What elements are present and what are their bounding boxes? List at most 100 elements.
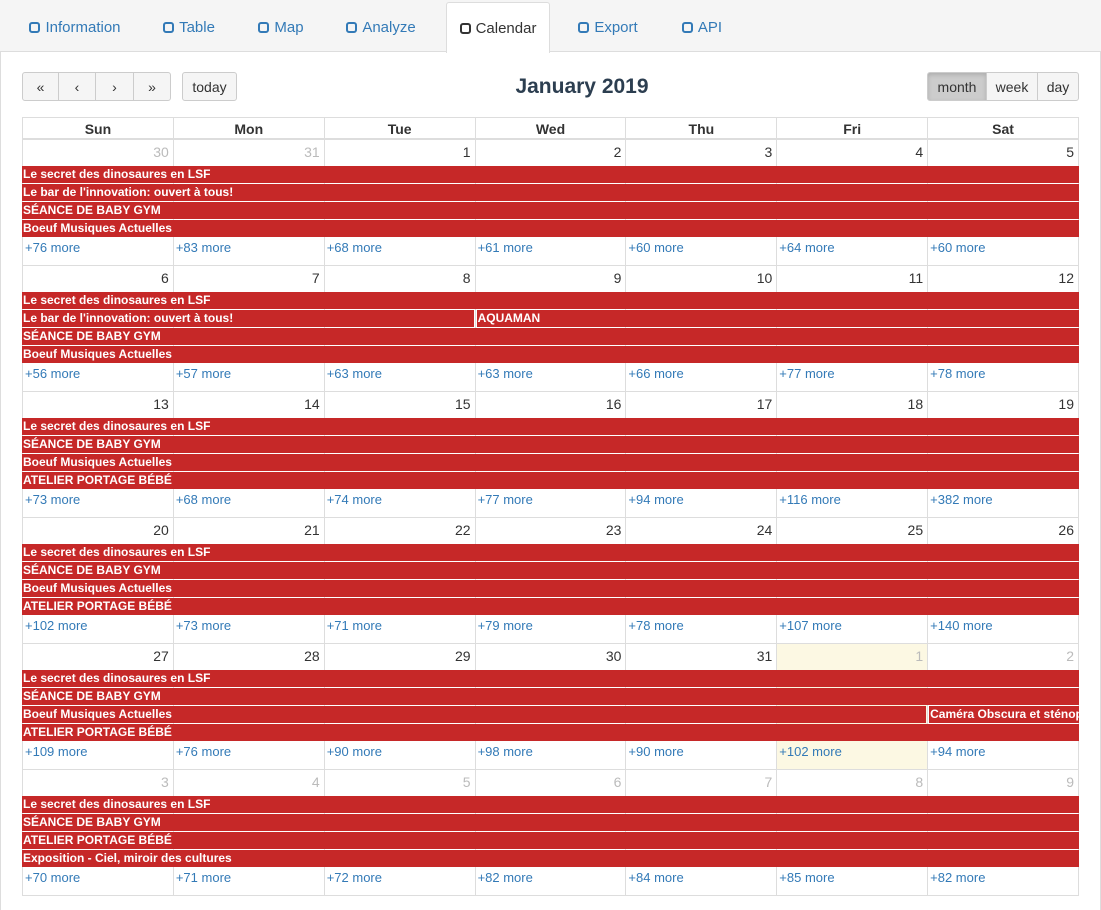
- day-number[interactable]: 9: [1066, 774, 1074, 790]
- event-bar[interactable]: Le secret des dinosaures en LSF: [22, 166, 1079, 183]
- more-link[interactable]: +60 more: [628, 240, 684, 255]
- day-number[interactable]: 20: [153, 522, 169, 538]
- more-link[interactable]: +109 more: [25, 744, 88, 759]
- day-number[interactable]: 30: [605, 648, 622, 664]
- more-link[interactable]: +90 more: [628, 744, 684, 759]
- more-link[interactable]: +78 more: [628, 618, 684, 633]
- event-bar[interactable]: Caméra Obscura et sténop: [929, 706, 1079, 723]
- event-bar[interactable]: Boeuf Musiques Actuelles: [22, 454, 1079, 471]
- event-bar[interactable]: Boeuf Musiques Actuelles: [22, 580, 1079, 597]
- event-bar[interactable]: SÉANCE DE BABY GYM: [22, 562, 1079, 579]
- more-link[interactable]: +82 more: [930, 870, 986, 885]
- event-bar[interactable]: Le bar de l'innovation: ouvert à tous!: [22, 184, 1079, 201]
- more-link[interactable]: +382 more: [930, 492, 993, 507]
- event-bar[interactable]: SÉANCE DE BABY GYM: [22, 814, 1079, 831]
- more-link[interactable]: +76 more: [175, 744, 232, 759]
- more-link[interactable]: +63 more: [326, 366, 382, 381]
- more-link[interactable]: +107 more: [779, 618, 842, 633]
- view-button[interactable]: month: [927, 72, 987, 101]
- more-link[interactable]: +94 more: [628, 492, 684, 507]
- event-bar[interactable]: ATELIER PORTAGE BÉBÉ: [22, 598, 1079, 615]
- more-link[interactable]: +77 more: [477, 492, 533, 507]
- day-number[interactable]: 4: [915, 144, 924, 160]
- event-bar[interactable]: Le bar de l'innovation: ouvert à tous!: [22, 310, 474, 327]
- more-link[interactable]: +61 more: [477, 240, 533, 255]
- day-number[interactable]: 17: [756, 396, 773, 412]
- day-number[interactable]: 15: [454, 396, 471, 412]
- event-bar[interactable]: ATELIER PORTAGE BÉBÉ: [22, 724, 1079, 741]
- day-number[interactable]: 27: [153, 648, 169, 664]
- day-number[interactable]: 31: [756, 648, 773, 664]
- day-number[interactable]: 4: [311, 774, 320, 790]
- day-number[interactable]: 14: [304, 396, 320, 412]
- event-bar[interactable]: Le secret des dinosaures en LSF: [22, 292, 1079, 309]
- more-link[interactable]: +84 more: [628, 870, 684, 885]
- more-link[interactable]: +56 more: [25, 366, 81, 381]
- more-link[interactable]: +60 more: [930, 240, 986, 255]
- view-button[interactable]: week: [986, 72, 1038, 101]
- more-link[interactable]: +94 more: [930, 744, 986, 759]
- nav-tab[interactable]: Export: [566, 2, 650, 52]
- day-number[interactable]: 21: [304, 522, 320, 538]
- event-bar[interactable]: ATELIER PORTAGE BÉBÉ: [22, 472, 1079, 489]
- day-number[interactable]: 30: [153, 144, 169, 160]
- event-bar[interactable]: Boeuf Musiques Actuelles: [22, 706, 927, 723]
- day-number[interactable]: 8: [915, 774, 924, 790]
- more-link[interactable]: +77 more: [779, 366, 835, 381]
- day-number[interactable]: 22: [454, 522, 471, 538]
- day-number[interactable]: 6: [161, 270, 169, 286]
- event-bar[interactable]: SÉANCE DE BABY GYM: [22, 202, 1079, 219]
- day-number[interactable]: 28: [304, 648, 320, 664]
- day-number[interactable]: 7: [311, 270, 320, 286]
- event-bar[interactable]: Le secret des dinosaures en LSF: [22, 544, 1079, 561]
- today-button[interactable]: today: [182, 72, 237, 101]
- more-link[interactable]: +140 more: [930, 618, 993, 633]
- nav-tab[interactable]: Information: [18, 2, 132, 52]
- day-number[interactable]: 19: [1058, 396, 1074, 412]
- more-link[interactable]: +79 more: [477, 618, 533, 633]
- event-bar[interactable]: Boeuf Musiques Actuelles: [22, 220, 1079, 237]
- more-link[interactable]: +71 more: [175, 870, 232, 885]
- day-number[interactable]: 2: [1066, 648, 1074, 664]
- day-number[interactable]: 3: [764, 144, 773, 160]
- day-number[interactable]: 29: [454, 648, 471, 664]
- more-link[interactable]: +68 more: [175, 492, 232, 507]
- more-link[interactable]: +102 more: [25, 618, 88, 633]
- nav-tab[interactable]: Table: [150, 2, 228, 52]
- next-button[interactable]: ›: [95, 72, 134, 101]
- day-number[interactable]: 24: [756, 522, 773, 538]
- more-link[interactable]: +90 more: [326, 744, 382, 759]
- more-link[interactable]: +73 more: [175, 618, 232, 633]
- day-number[interactable]: 10: [756, 270, 773, 286]
- event-bar[interactable]: SÉANCE DE BABY GYM: [22, 328, 1079, 345]
- more-link[interactable]: +72 more: [326, 870, 382, 885]
- event-bar[interactable]: SÉANCE DE BABY GYM: [22, 436, 1079, 453]
- day-number[interactable]: 6: [613, 774, 622, 790]
- nav-tab[interactable]: Analyze: [333, 2, 429, 52]
- day-number[interactable]: 5: [1066, 144, 1074, 160]
- day-number[interactable]: 9: [613, 270, 622, 286]
- day-number[interactable]: 25: [907, 522, 924, 538]
- more-link[interactable]: +73 more: [25, 492, 81, 507]
- day-number[interactable]: 11: [908, 270, 924, 286]
- nav-tab[interactable]: Map: [246, 2, 316, 52]
- event-bar[interactable]: ATELIER PORTAGE BÉBÉ: [22, 832, 1079, 849]
- day-number[interactable]: 12: [1058, 270, 1074, 286]
- day-number[interactable]: 13: [153, 396, 169, 412]
- next-year-button[interactable]: »: [133, 72, 171, 101]
- event-bar[interactable]: SÉANCE DE BABY GYM: [22, 688, 1079, 705]
- event-bar[interactable]: Boeuf Musiques Actuelles: [22, 346, 1079, 363]
- event-bar[interactable]: AQUAMAN: [476, 310, 1079, 327]
- day-number[interactable]: 7: [764, 774, 773, 790]
- day-number[interactable]: 1: [462, 144, 471, 160]
- event-bar[interactable]: Le secret des dinosaures en LSF: [22, 670, 1079, 687]
- nav-tab[interactable]: API: [670, 2, 734, 52]
- more-link[interactable]: +68 more: [326, 240, 382, 255]
- more-link[interactable]: +64 more: [779, 240, 835, 255]
- day-number[interactable]: 8: [462, 270, 471, 286]
- more-link[interactable]: +83 more: [175, 240, 232, 255]
- more-link[interactable]: +76 more: [25, 240, 81, 255]
- more-link[interactable]: +63 more: [477, 366, 533, 381]
- more-link[interactable]: +57 more: [175, 366, 232, 381]
- day-number[interactable]: 26: [1058, 522, 1074, 538]
